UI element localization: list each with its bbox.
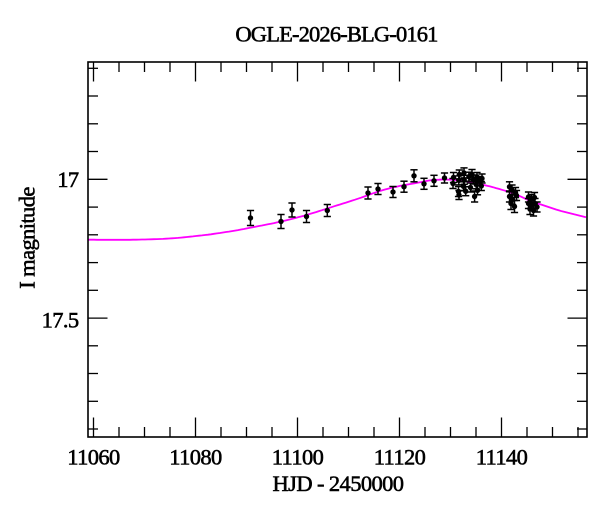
svg-text:17: 17	[57, 167, 79, 192]
svg-text:17.5: 17.5	[42, 307, 79, 332]
svg-text:OGLE-2026-BLG-0161: OGLE-2026-BLG-0161	[235, 21, 437, 46]
svg-text:11100: 11100	[272, 445, 324, 470]
svg-text:11120: 11120	[374, 445, 426, 470]
svg-text:I magnitude: I magnitude	[15, 187, 40, 289]
svg-text:11060: 11060	[67, 445, 120, 470]
svg-text:HJD - 2450000: HJD - 2450000	[273, 471, 404, 496]
svg-text:11140: 11140	[476, 445, 528, 470]
svg-text:11080: 11080	[169, 445, 222, 470]
